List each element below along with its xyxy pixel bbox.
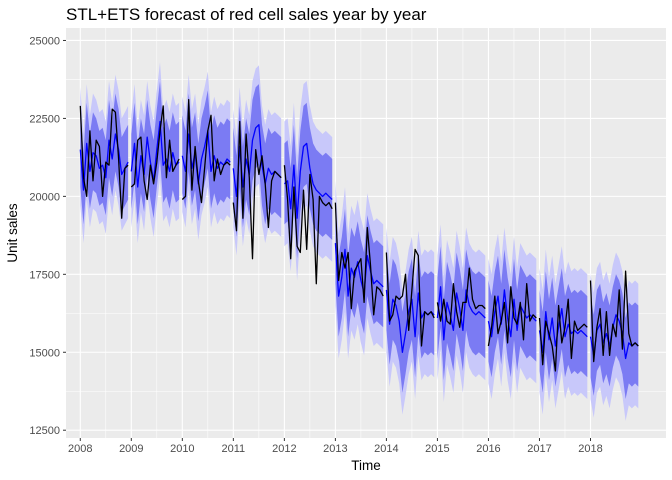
x-axis: 2008 2009 2010 2011 2012 2013 2014 2015 2016 2017… <box>68 438 603 455</box>
actual-line-2009 <box>130 105 180 201</box>
x-tick-label: 2016 <box>476 443 500 455</box>
y-tick-label: 22500 <box>29 113 60 125</box>
actual-line-2010 <box>181 99 231 204</box>
band-80-2009 <box>131 81 180 225</box>
x-axis-title: Time <box>351 458 381 473</box>
actual-line-2015 <box>436 267 486 328</box>
band-80-2017 <box>539 268 588 393</box>
actual-line-2008 <box>79 105 129 219</box>
x-tick-label: 2009 <box>119 443 143 455</box>
actual-line-2011 <box>232 120 282 260</box>
forecast-line-2018 <box>589 314 639 360</box>
y-tick-label: 17500 <box>29 269 60 281</box>
actual-line-2013 <box>334 202 384 316</box>
y-tick-label: 25000 <box>29 35 60 47</box>
y-tick-label: 20000 <box>29 191 60 203</box>
x-tick-label: 2012 <box>272 443 296 455</box>
y-axis-title: Unit sales <box>5 203 20 263</box>
actual-line-2012 <box>283 165 333 285</box>
y-axis: 12500 15000 17500 20000 22500 25000 <box>29 35 66 437</box>
x-tick-label: 2015 <box>425 443 449 455</box>
actual-line-2016 <box>487 283 537 347</box>
y-tick-label: 15000 <box>29 347 60 359</box>
x-tick-label: 2017 <box>527 443 551 455</box>
chart-title: STL+ETS forecast of red cell sales year … <box>66 5 427 24</box>
x-tick-label: 2013 <box>323 443 347 455</box>
actual-line-2018 <box>589 270 639 363</box>
x-tick-label: 2014 <box>374 443 398 455</box>
x-tick-label: 2018 <box>578 443 602 455</box>
band-80-2012 <box>284 102 333 259</box>
actual-line-2017 <box>538 298 588 372</box>
forecast-line-2016 <box>487 289 537 338</box>
band-80-2018 <box>590 274 639 399</box>
band-80-2014 <box>386 249 435 393</box>
y-tick-label: 12500 <box>29 425 60 437</box>
series-lines <box>79 99 639 372</box>
x-tick-label: 2011 <box>222 443 246 455</box>
actual-line-2014 <box>385 248 435 347</box>
forecast-line-2012 <box>283 142 333 219</box>
x-tick-label: 2008 <box>68 443 92 455</box>
x-tick-label: 2010 <box>170 443 194 455</box>
